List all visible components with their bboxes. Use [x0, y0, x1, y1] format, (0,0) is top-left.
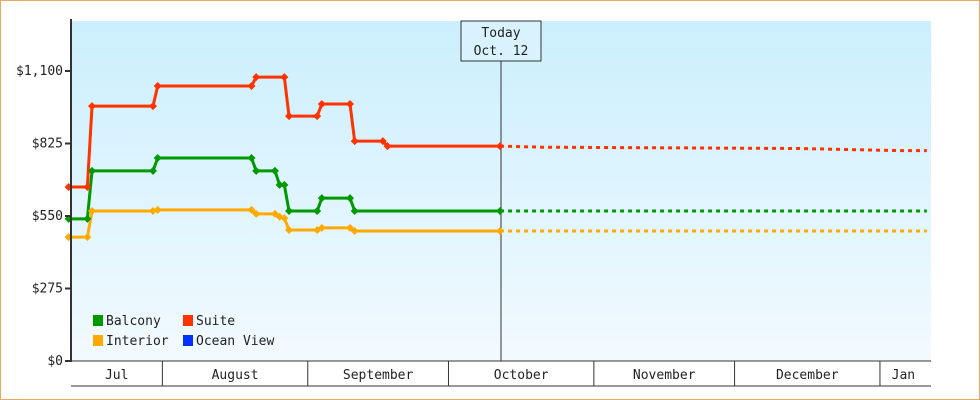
suite-point — [280, 73, 289, 82]
suite-point — [383, 142, 392, 151]
balcony-point — [247, 154, 256, 162]
suite-point — [345, 99, 354, 108]
today-marker: Today Oct. 12 — [460, 20, 542, 361]
y-tick-label: $0 — [47, 354, 63, 369]
balcony-point — [313, 206, 322, 215]
balcony-point — [285, 206, 294, 215]
today-box — [460, 20, 542, 62]
balcony-point — [88, 166, 97, 175]
legend-swatch-balcony — [93, 315, 103, 326]
today-label: Today — [481, 26, 520, 41]
interior-point — [285, 225, 294, 234]
suite-point — [378, 137, 387, 146]
suite-point — [149, 102, 158, 111]
suite-history-line — [68, 75, 501, 189]
balcony-point — [345, 194, 354, 203]
suite-forecast-line — [500, 144, 927, 153]
suite-point — [252, 73, 261, 82]
today-date: Oct. 12 — [474, 44, 529, 59]
interior-point — [280, 214, 289, 223]
interior-point — [88, 206, 97, 215]
interior-point — [317, 223, 326, 232]
balcony-point — [270, 166, 279, 175]
legend-swatch-interior — [93, 335, 103, 346]
balcony-point — [317, 194, 326, 203]
month-label: December — [776, 368, 839, 383]
interior-point — [153, 205, 162, 214]
legend-label-balcony: Balcony — [106, 314, 161, 329]
month-label: September — [343, 368, 414, 383]
suite-point — [313, 112, 322, 121]
balcony-point — [496, 206, 505, 215]
y-tick-label: $275 — [32, 282, 63, 297]
interior-point — [83, 233, 92, 242]
interior-point — [247, 205, 256, 214]
legend-swatch-ocean-view — [183, 335, 193, 346]
balcony-point — [83, 214, 92, 223]
legend-label-ocean-view: Ocean View — [196, 334, 274, 349]
suite-point — [350, 137, 359, 146]
month-label: Jan — [892, 368, 915, 383]
legend-swatch-suite — [183, 315, 193, 326]
balcony-point — [149, 166, 158, 175]
month-label: November — [633, 368, 696, 383]
month-label: August — [212, 368, 259, 383]
balcony-point — [153, 154, 162, 162]
interior-point — [350, 227, 359, 236]
balcony-point — [275, 180, 284, 189]
interior-point — [252, 209, 261, 218]
balcony-point — [252, 166, 261, 175]
balcony-point — [280, 180, 289, 189]
suite-point — [88, 102, 97, 111]
suite-point — [317, 99, 326, 108]
y-tick-label: $1,100 — [16, 64, 63, 79]
month-label: October — [494, 368, 549, 383]
y-tick-label: $550 — [32, 209, 63, 224]
month-label: Jul — [105, 368, 128, 383]
suite-point — [247, 82, 256, 91]
balcony-point — [350, 206, 359, 215]
suite-point — [285, 112, 294, 121]
suite-point — [496, 142, 505, 151]
suite-point — [153, 82, 162, 91]
balcony-history-line — [68, 156, 501, 221]
y-tick-label: $825 — [32, 137, 63, 152]
legend-label-suite: Suite — [196, 314, 235, 329]
interior-point — [496, 227, 505, 236]
suite-point — [83, 183, 92, 191]
legend-label-interior: Interior — [106, 334, 169, 349]
